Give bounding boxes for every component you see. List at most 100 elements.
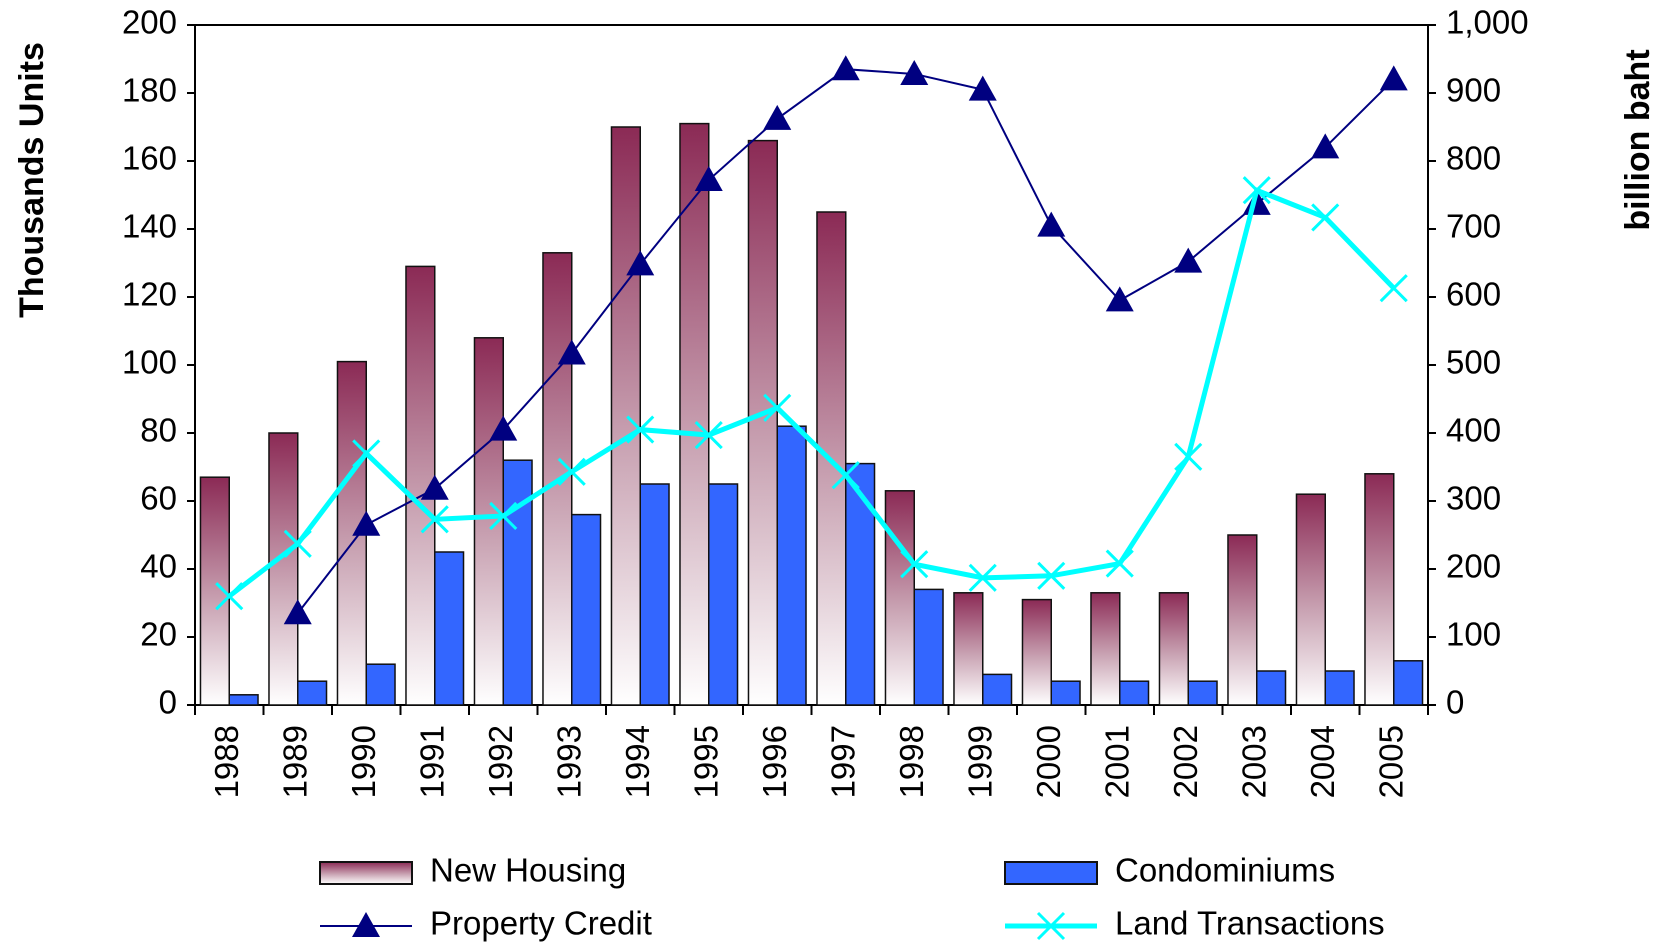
- x-tick-label: 1997: [824, 725, 861, 798]
- x-tick-label: 1996: [756, 725, 793, 798]
- marker: [626, 415, 655, 444]
- marker: [1037, 561, 1066, 590]
- x-tick-label: 2001: [1098, 725, 1135, 798]
- marker: [1036, 911, 1066, 941]
- bar: [571, 513, 602, 706]
- legend-swatch: [1004, 861, 1098, 885]
- y-tick-label: 120: [122, 276, 177, 313]
- bar: [1364, 473, 1395, 706]
- marker: [1311, 203, 1340, 232]
- y2-axis-title: billion baht: [1619, 49, 1657, 230]
- bar: [1050, 680, 1081, 706]
- y-tick-label: 0: [159, 684, 177, 721]
- marker: [283, 599, 312, 625]
- y2-tick-label: 900: [1446, 72, 1501, 109]
- legend-swatch: [319, 861, 413, 885]
- x-tick-label: 1999: [961, 725, 998, 798]
- bar: [1158, 592, 1189, 706]
- bar: [982, 673, 1013, 706]
- x-tick-label: 2002: [1167, 725, 1204, 798]
- legend-label: Land Transactions: [1115, 905, 1385, 942]
- marker: [763, 104, 792, 130]
- marker: [1174, 247, 1203, 273]
- marker: [831, 461, 860, 490]
- y-tick-label: 180: [122, 72, 177, 109]
- bar: [1021, 598, 1052, 706]
- y-tick-label: 60: [140, 480, 177, 517]
- y2-tick-label: 100: [1446, 616, 1501, 653]
- marker: [352, 912, 380, 937]
- x-tick-label: 1988: [208, 725, 245, 798]
- legend-label: New Housing: [430, 852, 626, 889]
- bar: [747, 139, 778, 706]
- marker: [1311, 133, 1340, 159]
- y2-tick-label: 400: [1446, 412, 1501, 449]
- bar: [639, 483, 670, 706]
- marker: [1379, 65, 1408, 91]
- marker: [763, 393, 792, 422]
- bar: [297, 680, 328, 706]
- y-tick-label: 160: [122, 140, 177, 177]
- x-tick-label: 1995: [687, 725, 724, 798]
- y2-tick-label: 300: [1446, 480, 1501, 517]
- y2-tick-label: 1,000: [1446, 4, 1529, 41]
- x-tick-label: 1990: [345, 725, 382, 798]
- marker: [1105, 286, 1134, 312]
- marker: [489, 501, 518, 531]
- y-tick-label: 40: [140, 548, 177, 585]
- y2-tick-label: 600: [1446, 276, 1501, 313]
- x-tick-label: 1989: [276, 725, 313, 798]
- bar: [913, 588, 944, 706]
- x-tick-label: 2003: [1235, 725, 1272, 798]
- bar: [1187, 680, 1218, 706]
- y2-tick-label: 700: [1446, 208, 1501, 245]
- marker: [968, 75, 997, 101]
- bar: [434, 551, 465, 706]
- legend-label: Property Credit: [430, 905, 652, 942]
- bar: [268, 432, 299, 706]
- x-tick-label: 1998: [893, 725, 930, 798]
- bar: [610, 126, 641, 706]
- marker: [1037, 211, 1066, 237]
- bar: [1393, 660, 1424, 706]
- x-tick-label: 1992: [482, 725, 519, 798]
- marker: [900, 59, 929, 85]
- y-axis-title: Thousands Units: [13, 42, 51, 318]
- bar: [1324, 670, 1355, 706]
- marker: [420, 505, 449, 534]
- x-tick-label: 2004: [1304, 725, 1341, 798]
- y-tick-label: 140: [122, 208, 177, 245]
- x-tick-label: 1991: [413, 725, 450, 798]
- bar: [1256, 670, 1287, 706]
- marker: [1379, 274, 1408, 303]
- y-tick-label: 100: [122, 344, 177, 381]
- bar: [1227, 534, 1258, 706]
- bar: [884, 490, 915, 706]
- marker: [489, 415, 518, 441]
- y2-tick-label: 800: [1446, 140, 1501, 177]
- x-tick-label: 1994: [619, 725, 656, 798]
- marker: [831, 55, 860, 81]
- y2-tick-label: 200: [1446, 548, 1501, 585]
- legend-label: Condominiums: [1115, 852, 1335, 889]
- bar: [776, 425, 807, 706]
- marker: [626, 250, 655, 276]
- bar: [365, 663, 396, 706]
- bar: [502, 459, 533, 706]
- marker: [968, 563, 997, 592]
- marker: [900, 550, 929, 579]
- marker: [1242, 176, 1271, 205]
- x-tick-label: 1993: [550, 725, 587, 798]
- bar: [953, 592, 984, 706]
- bar: [1295, 493, 1326, 706]
- bar: [1090, 592, 1121, 706]
- y-tick-label: 80: [140, 412, 177, 449]
- marker: [420, 474, 449, 500]
- x-tick-label: 2000: [1030, 725, 1067, 798]
- bar: [708, 483, 739, 706]
- marker: [694, 166, 723, 192]
- marker: [1105, 549, 1134, 578]
- marker: [352, 439, 381, 468]
- marker: [283, 529, 312, 558]
